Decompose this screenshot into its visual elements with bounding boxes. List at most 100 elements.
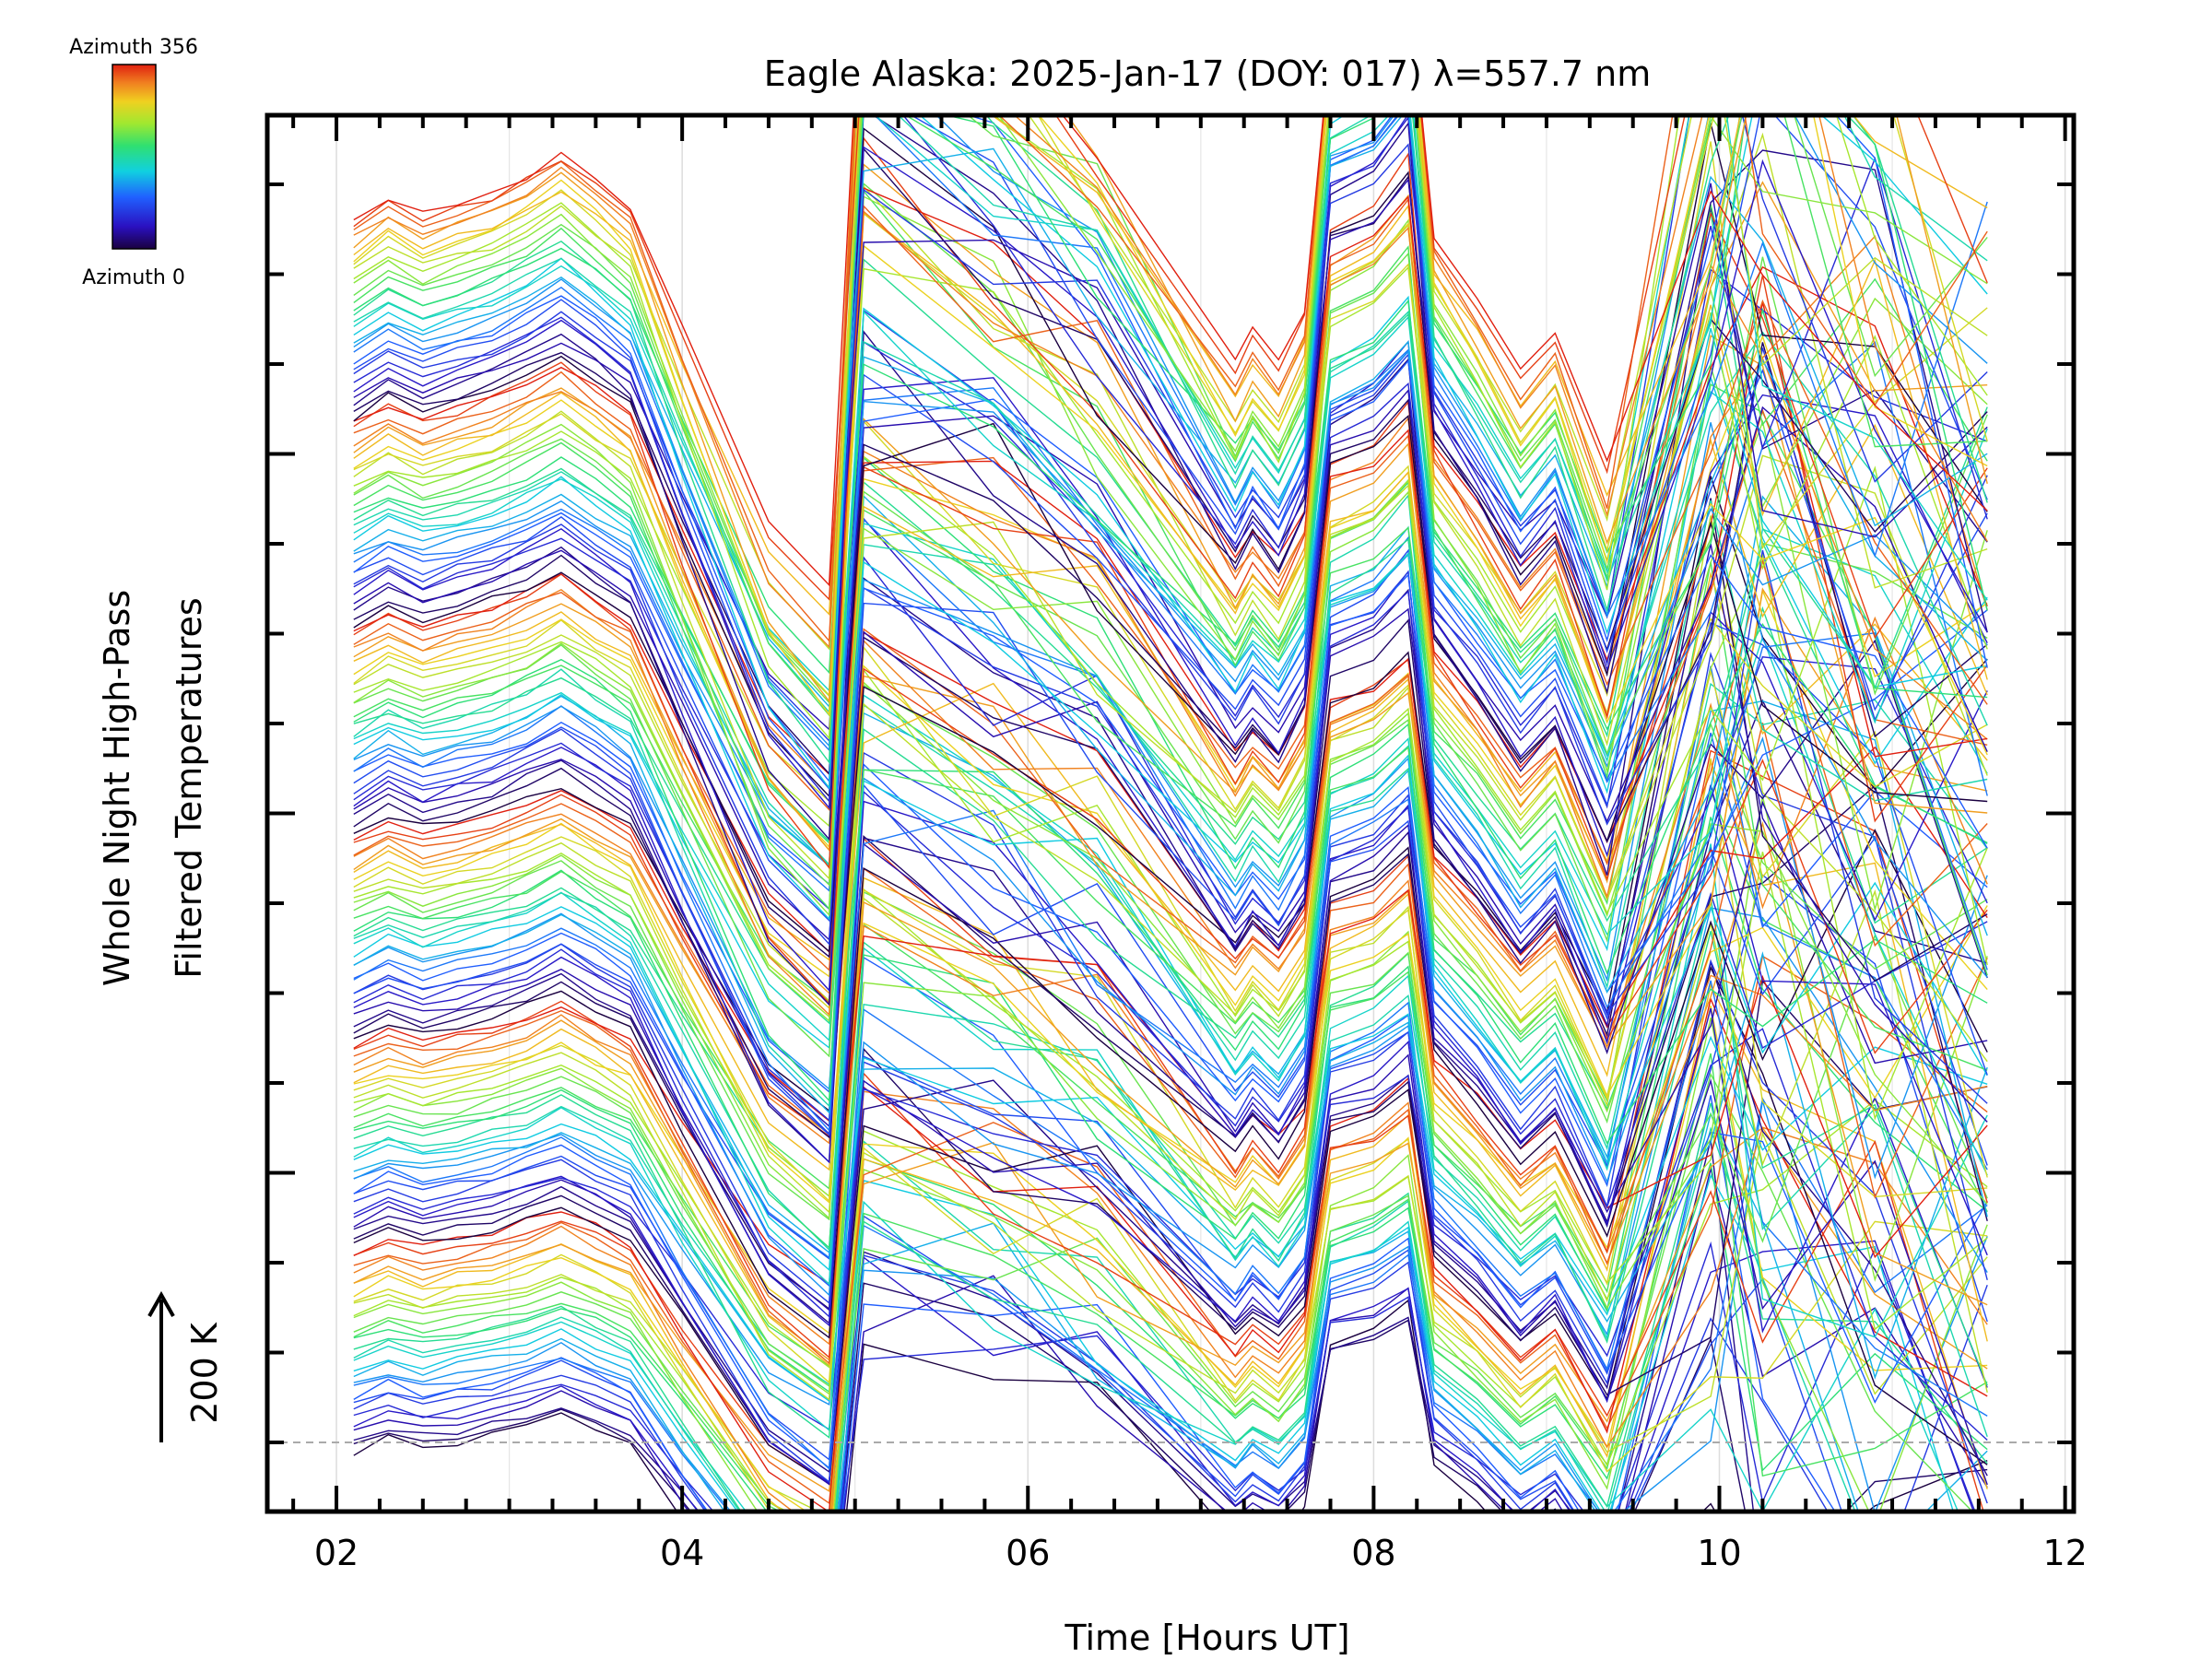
series-line (353, 852, 1988, 1369)
series-line (353, 349, 1988, 867)
series-line (353, 115, 1988, 810)
series-line (353, 1131, 1988, 1512)
series-line (353, 879, 1988, 1346)
series-line (353, 789, 1988, 1368)
series-line (353, 577, 1988, 1164)
series-line (353, 377, 1988, 1050)
series-line (353, 493, 1988, 1108)
series-line (353, 1158, 1988, 1512)
series-line (353, 523, 1988, 1042)
series-line (353, 979, 1988, 1485)
colorbar (112, 64, 157, 250)
series-line (353, 1095, 1836, 1512)
x-tick-label: 04 (660, 1533, 704, 1573)
series-line (353, 700, 1988, 1254)
series-line (353, 784, 1988, 1327)
series-line (353, 651, 1988, 1305)
series-line (353, 349, 1988, 923)
chart-title: Eagle Alaska: 2025-Jan-17 (DOY: 017) λ=5… (764, 53, 1652, 94)
series-line (353, 1053, 1988, 1512)
series-line (353, 310, 1988, 866)
series-line (353, 135, 1988, 870)
series-line (353, 1173, 1954, 1512)
series-line (353, 699, 1988, 1324)
series-line (353, 455, 1988, 1018)
series-line (353, 658, 1988, 1137)
series-line (353, 115, 1988, 643)
series-group (353, 115, 1988, 1512)
series-line (353, 115, 1988, 709)
series-line (353, 588, 1988, 1205)
x-tick-labels: 02 04 06 08 10 12 (314, 1533, 2088, 1573)
series-line (353, 115, 1988, 697)
series-line (353, 783, 1988, 1261)
series-line (353, 115, 1988, 841)
y-axis-label-line2: Filtered Temperatures (169, 597, 209, 978)
series-line (353, 115, 1988, 714)
series-line (353, 309, 1988, 947)
series-line (353, 494, 1988, 1114)
series-line (353, 141, 1988, 803)
series-line (353, 1241, 1976, 1512)
series-line (353, 795, 1988, 1395)
series-line (353, 1215, 1843, 1512)
series-line (353, 210, 1988, 789)
series-line (353, 295, 1988, 921)
series-line (353, 606, 1988, 1198)
series-line (353, 1017, 1988, 1512)
series-line (353, 759, 1988, 1367)
series-line (353, 758, 1988, 1384)
series-line (353, 549, 1988, 1135)
series-line (353, 419, 1988, 1023)
series-line (353, 182, 1988, 887)
series-line (353, 204, 1988, 853)
series-line (353, 419, 1988, 1010)
series-line (353, 389, 1988, 942)
series-line (353, 956, 1988, 1469)
series-line (353, 681, 1988, 1220)
series-line (353, 736, 1988, 1297)
colorbar-bottom-label: Azimuth 0 (82, 266, 185, 289)
series-line (353, 1097, 1988, 1512)
series-line (353, 383, 1988, 1004)
series-line (353, 635, 1988, 1286)
series-line (353, 1006, 1988, 1512)
series-line (353, 1282, 1988, 1512)
series-line (353, 1168, 1988, 1512)
series-line (353, 115, 1988, 764)
series-line (353, 115, 1988, 791)
series-line (353, 684, 1988, 1221)
series-line (353, 115, 1988, 601)
series-line (353, 1072, 1973, 1512)
series-line (353, 115, 1988, 740)
series-line (353, 1071, 1984, 1512)
series-line (353, 982, 1988, 1512)
series-line (353, 115, 1988, 747)
series-line (353, 732, 1988, 1288)
x-axis-label: Time [Hours UT] (1064, 1618, 1349, 1658)
series-line (353, 515, 1988, 1214)
series-line (353, 115, 1988, 790)
series-line (353, 197, 1988, 812)
series-line (353, 1126, 1988, 1492)
series-line (353, 1007, 1988, 1485)
series-line (353, 682, 1988, 1252)
series-line (353, 723, 1988, 1250)
scale-bar: 200 K (147, 1290, 225, 1442)
series-line (353, 1299, 1988, 1512)
series-line (353, 817, 1988, 1394)
series-line (353, 1100, 1988, 1512)
series-line (353, 518, 1988, 1133)
series-line (353, 476, 1988, 1112)
series-line (353, 310, 1988, 867)
series-line (353, 342, 1988, 959)
x-tick-label: 02 (314, 1533, 359, 1573)
scale-bar-label: 200 K (184, 1322, 225, 1424)
series-line (353, 959, 1988, 1504)
series-line (353, 907, 1988, 1406)
series-line (353, 334, 1988, 978)
series-line (353, 115, 1988, 649)
series-line (353, 543, 1988, 1128)
series-line (353, 645, 1988, 1203)
